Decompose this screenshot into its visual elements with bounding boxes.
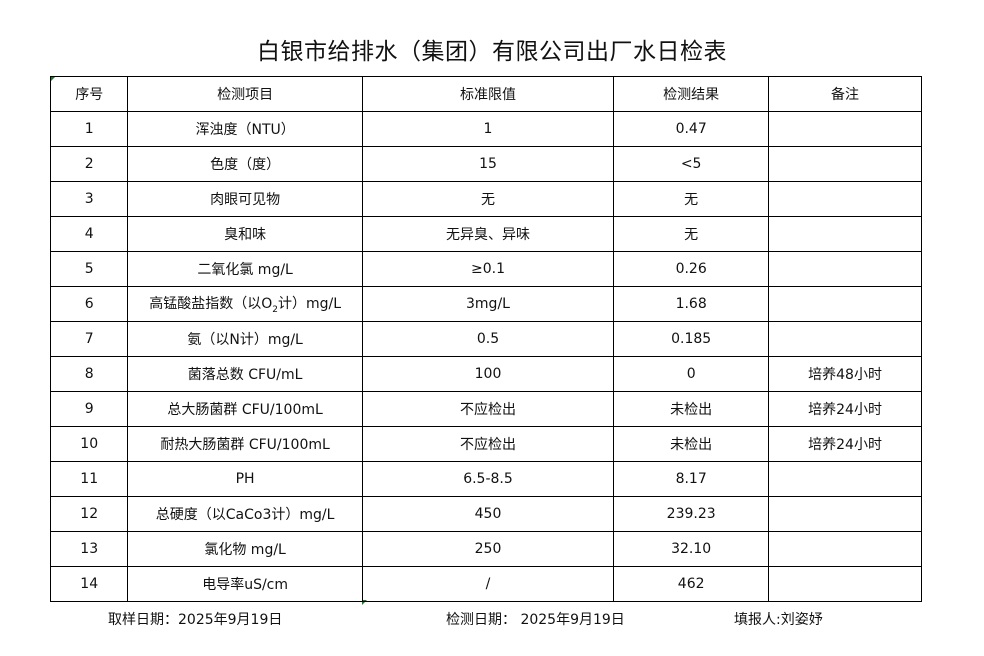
- table-row: 11 PH 6.5-8.5 8.17: [49, 461, 922, 497]
- standard-limit: /: [361, 566, 615, 602]
- row-number: 12: [49, 496, 129, 532]
- test-result: 0: [613, 356, 770, 392]
- table-row: 4 臭和味 无异臭、异味无: [49, 216, 922, 252]
- test-item: 高锰酸盐指数（以O2计）mg/L: [127, 286, 363, 322]
- test-result: 未检出: [613, 391, 770, 427]
- row-number: 4: [49, 216, 129, 252]
- table-row: 10 耐热大肠菌群 CFU/100mL 不应检出 未检出 培养24小时: [49, 426, 922, 462]
- header-cell: 检测结果: [613, 76, 770, 112]
- test-result: 0.26: [613, 251, 770, 287]
- test-result: 无: [613, 181, 770, 217]
- test-item: 氯化物 mg/L: [127, 531, 363, 567]
- header-cell: 标准限值: [361, 76, 615, 112]
- table-row: 13 氯化物 mg/L 250 32.10: [49, 531, 922, 567]
- row-number: 3: [49, 181, 129, 217]
- header-cell: 备注: [768, 76, 922, 112]
- test-result: 462: [613, 566, 770, 602]
- standard-limit: 不应检出: [361, 391, 615, 427]
- standard-limit: 15: [361, 146, 615, 182]
- remark: [768, 216, 922, 252]
- test-item: 电导率uS/cm: [127, 566, 363, 602]
- standard-limit: 1: [361, 111, 615, 147]
- remark: [768, 286, 922, 322]
- test-result: 239.23: [613, 496, 770, 532]
- standard-limit: ≥0.1: [361, 251, 615, 287]
- test-item: 色度（度）: [127, 146, 363, 182]
- test-result: 无: [613, 216, 770, 252]
- row-number: 10: [49, 426, 129, 462]
- test-result: <5: [613, 146, 770, 182]
- standard-limit: 不应检出: [361, 426, 615, 462]
- remark: [768, 321, 922, 357]
- table-row: 8 菌落总数 CFU/mL 100 0 培养48小时: [49, 356, 922, 392]
- test-item: 二氧化氯 mg/L: [127, 251, 363, 287]
- test-item: 浑浊度（NTU）: [127, 111, 363, 147]
- remark: [768, 566, 922, 602]
- test-item: 耐热大肠菌群 CFU/100mL: [127, 426, 363, 462]
- remark: 培养24小时: [768, 426, 922, 462]
- remark: [768, 111, 922, 147]
- item-text: 高锰酸盐指数（以O: [149, 296, 273, 313]
- test-result: 0.185: [613, 321, 770, 357]
- standard-limit: 6.5-8.5: [361, 461, 615, 497]
- test-result: 0.47: [613, 111, 770, 147]
- standard-limit: 无: [361, 181, 615, 217]
- standard-limit: 250: [361, 531, 615, 567]
- remark: [768, 461, 922, 497]
- table-row: 12 总硬度（以CaCo3计）mg/L 450 239.23: [49, 496, 922, 532]
- test-item: 氨（以N计）mg/L: [127, 321, 363, 357]
- test-item: 肉眼可见物: [127, 181, 363, 217]
- test-date: 检测日期： 2025年9月19日: [446, 612, 625, 628]
- inspection-table: 序号 检测项目 标准限值 检测结果 备注 1 浑浊度（NTU） 1 0.47 2 色度（度…: [49, 76, 922, 602]
- remark: [768, 531, 922, 567]
- test-item: 菌落总数 CFU/mL: [127, 356, 363, 392]
- test-result: 8.17: [613, 461, 770, 497]
- row-number: 14: [49, 566, 129, 602]
- remark: [768, 251, 922, 287]
- remark: 培养24小时: [768, 391, 922, 427]
- sampling-date: 取样日期：2025年9月19日: [108, 612, 283, 628]
- standard-limit: 450: [361, 496, 615, 532]
- header-cell: 序号: [49, 76, 129, 112]
- table-row: 7 氨（以N计）mg/L 0.5 0.185: [49, 321, 922, 357]
- table-row: 1 浑浊度（NTU） 1 0.47: [49, 111, 922, 147]
- row-number: 8: [49, 356, 129, 392]
- table-row: 9 总大肠菌群 CFU/100mL 不应检出 未检出 培养24小时: [49, 391, 922, 427]
- table-row: 5 二氧化氯 mg/L ≥0.1 0.26: [49, 251, 922, 287]
- table-row: 3 肉眼可见物无无: [49, 181, 922, 217]
- row-number: 11: [49, 461, 129, 497]
- row-number: 2: [49, 146, 129, 182]
- test-result: 1.68: [613, 286, 770, 322]
- remark: [768, 181, 922, 217]
- test-item: 总大肠菌群 CFU/100mL: [127, 391, 363, 427]
- header-cell: 检测项目: [127, 76, 363, 112]
- remark: 培养48小时: [768, 356, 922, 392]
- table-row: 14 电导率uS/cm/462: [49, 566, 922, 602]
- row-number: 7: [49, 321, 129, 357]
- row-number: 1: [49, 111, 129, 147]
- table-row: 2 色度（度） 15 <5: [49, 146, 922, 182]
- remark: [768, 496, 922, 532]
- standard-limit: 无异臭、异味: [361, 216, 615, 252]
- row-number: 9: [49, 391, 129, 427]
- page-title: 白银市给排水（集团）有限公司出厂水日检表: [257, 39, 727, 65]
- subscript: 2: [272, 304, 278, 315]
- cell-marker: [362, 600, 367, 605]
- row-number: 6: [49, 286, 129, 322]
- standard-limit: 3mg/L: [361, 286, 615, 322]
- row-number: 13: [49, 531, 129, 567]
- test-result: 32.10: [613, 531, 770, 567]
- table-row: 6 高锰酸盐指数（以O2计）mg/L 3mg/L 1.68: [49, 286, 922, 322]
- standard-limit: 0.5: [361, 321, 615, 357]
- test-result: 未检出: [613, 426, 770, 462]
- test-item: 总硬度（以CaCo3计）mg/L: [127, 496, 363, 532]
- row-number: 5: [49, 251, 129, 287]
- item-text: 计）mg/L: [277, 296, 342, 313]
- standard-limit: 100: [361, 356, 615, 392]
- header-row: 序号 检测项目 标准限值 检测结果 备注: [49, 76, 922, 112]
- test-item: PH: [127, 461, 363, 497]
- test-item: 臭和味: [127, 216, 363, 252]
- filled-by: 填报人:刘姿妤: [734, 612, 823, 628]
- remark: [768, 146, 922, 182]
